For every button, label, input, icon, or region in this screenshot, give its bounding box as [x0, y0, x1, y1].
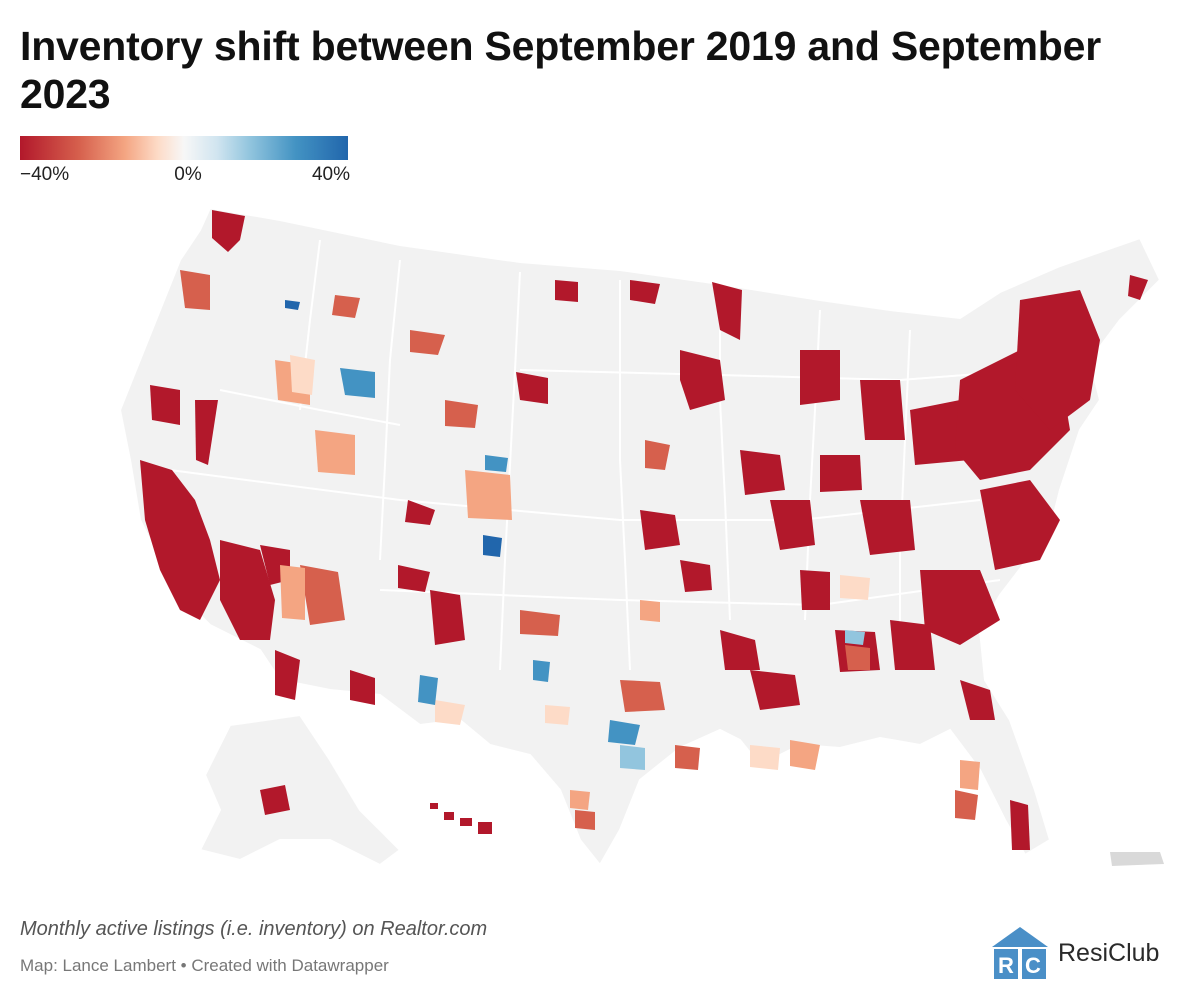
us-metro-map [100, 200, 1180, 890]
byline: Map: Lance Lambert • Created with Datawr… [20, 956, 389, 975]
svg-text:C: C [1025, 953, 1041, 978]
color-legend: −40% 0% 40% [20, 136, 350, 190]
metros-near-zero [290, 355, 870, 770]
us-contiguous-outline [118, 206, 1162, 867]
legend-mid-label: 0% [174, 164, 202, 185]
logo-text: ResiClub [1058, 938, 1160, 967]
resiclub-logo-mark: R C [992, 927, 1048, 979]
puerto-rico-outline [1110, 852, 1164, 866]
legend-min-label: −40% [20, 164, 70, 185]
metros-increase [285, 300, 865, 770]
legend-gradient-bar [20, 136, 348, 160]
metros-moderate-decline [180, 270, 978, 830]
metros-slight-decline [275, 360, 980, 810]
legend-max-label: 40% [311, 164, 350, 185]
map-svg [118, 206, 1164, 867]
map-title: Inventory shift between September 2019 a… [20, 23, 1101, 117]
resiclub-logo: R C ResiClub [990, 925, 1159, 981]
legend-ticks: −40% 0% 40% [20, 164, 350, 190]
alaska-outline [198, 713, 402, 867]
metros-strong-decline [140, 210, 1148, 850]
svg-text:R: R [998, 953, 1014, 978]
source-note: Monthly active listings (i.e. inventory)… [20, 918, 488, 940]
hawaii-islands [430, 803, 492, 834]
